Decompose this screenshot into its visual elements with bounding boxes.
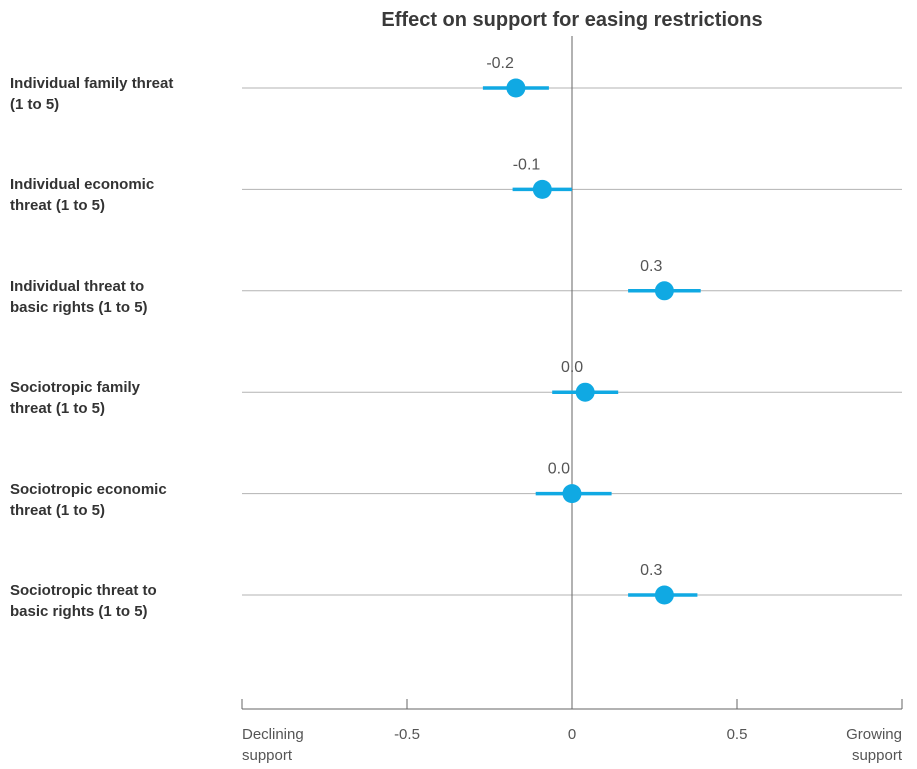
data-point xyxy=(654,281,674,301)
data-label: 0.3 xyxy=(640,258,662,275)
row-label: Individual family threat (1 to 5) xyxy=(10,73,225,115)
data-label: 0.3 xyxy=(640,562,662,579)
row-label-line: Individual threat to xyxy=(10,277,145,295)
row-label-line: Sociotropic threat to xyxy=(10,582,157,599)
row-label-line: (1 to 5) xyxy=(10,96,60,113)
row-label: Individual threat to basic rights (1 to 5… xyxy=(10,276,225,318)
row-label: Sociotropic family threat (1 to 5) xyxy=(10,377,225,419)
row-label-line: Sociotropic family xyxy=(10,379,141,397)
x-tick-label: 0.5 xyxy=(727,726,748,743)
data-label: -0.1 xyxy=(513,156,541,173)
row-label: Sociotropic threat to basic rights (1 to … xyxy=(10,580,225,622)
data-point xyxy=(654,585,674,605)
x-tick-label: -0.5 xyxy=(394,726,420,743)
row-label-line: threat (1 to 5) xyxy=(10,197,106,215)
row-label-line: basic rights (1 to 5) xyxy=(10,298,148,316)
data-label: -0.2 xyxy=(486,55,514,72)
x-tick-label: Growing support xyxy=(846,726,903,764)
row-label-line: basic rights (1 to 5) xyxy=(10,603,148,620)
data-point xyxy=(562,484,582,504)
x-tick-label: 0 xyxy=(568,726,576,743)
data-label: 0.0 xyxy=(548,461,570,478)
data-point xyxy=(506,78,526,98)
row-label: Individual economic threat (1 to 5) xyxy=(10,174,225,216)
data-point xyxy=(532,179,552,199)
data-label: 0.0 xyxy=(561,359,583,376)
row-label: Sociotropic economic threat (1 to 5) xyxy=(10,479,225,521)
row-label-line: Individual economic xyxy=(10,176,155,194)
x-tick-label: Declining support xyxy=(242,726,304,764)
row-label-line: Sociotropic economic xyxy=(10,480,167,498)
row-label-line: Individual family threat xyxy=(10,75,174,92)
row-label-line: threat (1 to 5) xyxy=(10,501,106,519)
data-point xyxy=(575,382,595,402)
chart-title: Effect on support for easing restriction… xyxy=(381,9,763,31)
row-label-line: threat (1 to 5) xyxy=(10,400,106,418)
